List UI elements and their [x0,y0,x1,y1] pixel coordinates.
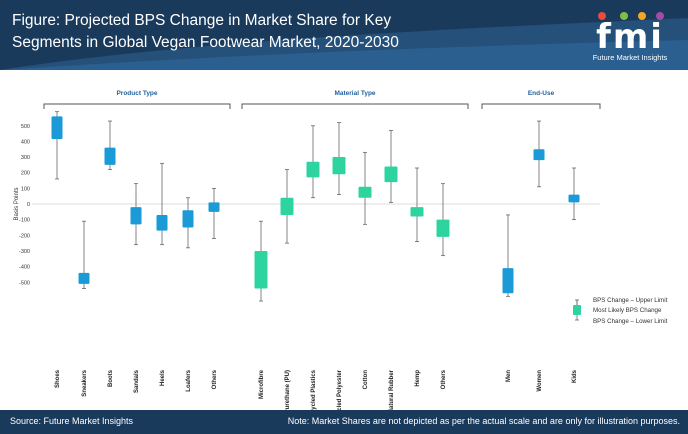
logo-dot-icon [620,12,628,20]
plot-area: Basis Points 500 400 300 200 100 0 -100 -200 -300… [14,90,668,410]
box-bar [332,157,346,175]
box-bar [130,207,142,225]
category-label: Loafers [186,369,192,391]
legend-box [573,305,581,315]
y-axis-label: Basis Points [14,187,20,220]
y-tick-label: -300 [19,249,30,255]
logo-dot-icon [656,12,664,20]
legend-entry: BPS Change – Upper Limit [593,297,668,304]
box-bar [78,272,90,284]
category-label: Heels [160,369,166,386]
category-label: Others [212,369,218,389]
box-bar [156,214,168,231]
box-bar [208,202,220,212]
box-chart: Basis Points 500 400 300 200 100 0 -100 -200 -300… [14,90,668,410]
y-tick-label: 500 [21,124,30,130]
y-tick-label: -100 [19,218,30,224]
header: Figure: Projected BPS Change in Market S… [0,0,688,70]
legend-entry: BPS Change – Lower Limit [593,318,668,325]
box-bar [384,166,398,183]
y-tick-label: 100 [21,186,30,192]
page-title: Figure: Projected BPS Change in Market S… [12,12,399,51]
category-label: Men [506,370,512,382]
category-label: Hemp [415,370,421,387]
fmi-logo: fmi Future Market Insights [578,8,682,64]
box-bar [533,149,545,161]
y-tick-label: 200 [21,171,30,177]
box-bar [502,268,514,294]
box-bar [280,197,294,215]
header-swoosh-decoration [0,18,688,70]
y-tick-label: 400 [21,139,30,145]
group-label: Product Type [116,90,157,97]
box-bar [254,250,268,289]
box-bar [358,186,372,198]
logo-name: Future Market Insights [592,53,668,62]
box-bar [410,207,424,217]
category-label: Kids [572,369,578,383]
logo-mark: fmi [596,17,664,57]
box-bar [104,147,116,165]
category-label: Natural Rubber [389,369,395,410]
category-label: Recycled Plastics [311,369,317,410]
category-label: Shoes [55,369,61,388]
category-label: Polyurethane (PU) [285,370,291,410]
group-label: Material Type [334,90,375,97]
category-label: Others [441,369,447,389]
box-bar [51,116,63,140]
group-bracket [43,103,231,109]
category-label: Boots [108,369,114,387]
legend-entry: Most Likely BPS Change [593,307,662,314]
category-label: Microfibre [259,369,265,399]
category-label: Sandals [134,369,140,393]
y-tick-label: 0 [27,202,30,208]
box-bar [436,219,450,237]
category-label: Cotton [363,370,369,390]
logo-dot-icon [638,12,646,20]
box-bar [306,161,320,178]
footer-source: Source: Future Market Insights [10,416,134,426]
y-tick-label: -200 [19,233,30,239]
footer-note: Note: Market Shares are not depicted as … [287,416,680,426]
y-tick-label: 300 [21,155,30,161]
category-label: Recycled Polyester [337,369,343,410]
box-bar [568,194,580,203]
category-label: Sneakers [82,369,88,396]
box-bar [182,210,194,228]
category-label: Women [537,370,543,392]
group-label: End-Use [528,90,555,97]
logo-dot-icon [598,12,606,20]
footer: Source: Future Market Insights Note: Mar… [0,410,688,434]
group-bracket [481,103,601,109]
group-bracket [241,103,469,109]
y-tick-label: -500 [19,280,30,286]
y-tick-label: -400 [19,265,30,271]
